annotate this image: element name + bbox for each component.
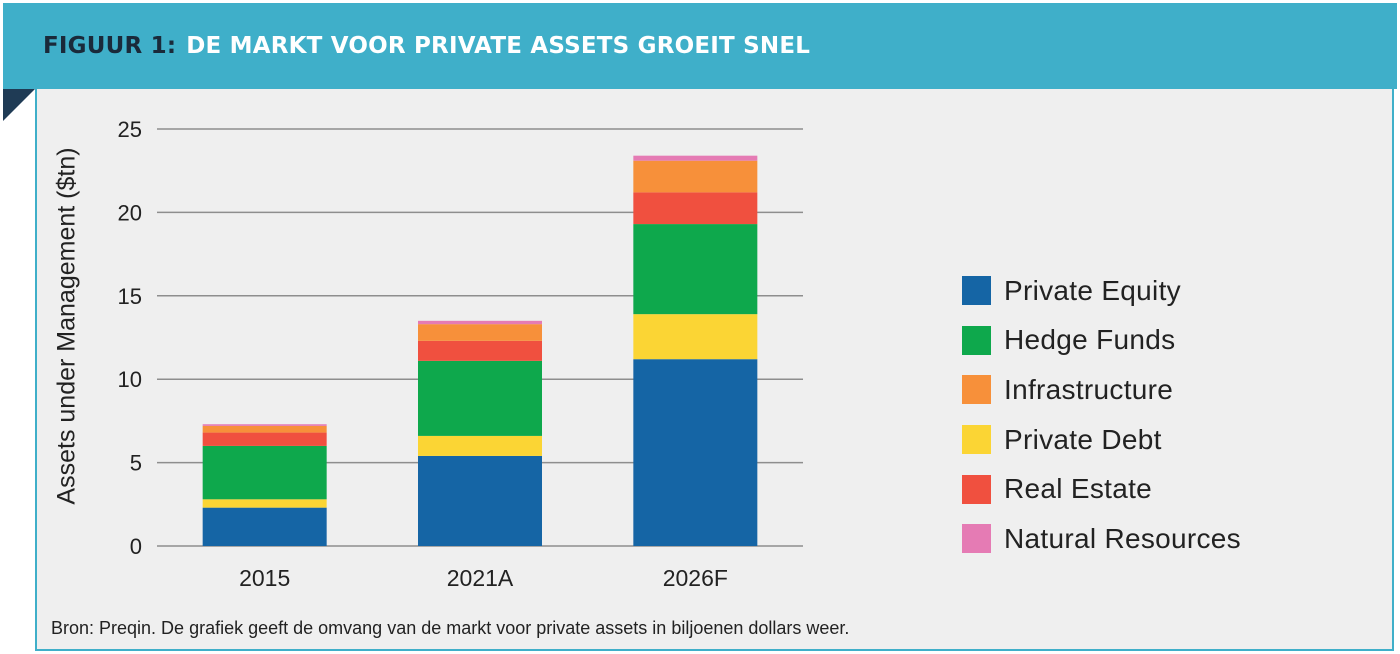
bar-segment-infrastructure-2021a (418, 324, 542, 341)
figure-header: FIGUUR 1: DE MARKT VOOR PRIVATE ASSETS G… (3, 3, 1397, 89)
bar-segment-infrastructure-2026f (633, 160, 758, 193)
bar-segment-hedge-funds-2026f (633, 224, 758, 315)
legend-swatch (962, 375, 991, 405)
y-tick-label-10: 10 (118, 367, 142, 392)
legend-label: Real Estate (1004, 473, 1153, 505)
legend-label: Natural Resources (1004, 522, 1241, 554)
x-tick-label-2026f: 2026F (663, 565, 728, 591)
legend-swatch (962, 276, 991, 306)
header-fold-corner (3, 89, 35, 121)
legend-label: Infrastructure (1004, 373, 1174, 405)
y-tick-label-15: 15 (118, 284, 142, 309)
legend-item-real-estate: Real Estate (962, 464, 1241, 514)
bar-segment-private-equity-2021a (418, 455, 542, 546)
bar-segment-hedge-funds-2015 (202, 445, 327, 500)
bar-segment-private-debt-2026f (633, 314, 758, 360)
bar-segment-infrastructure-2015 (202, 425, 327, 433)
chart-legend: Private Equity Hedge Funds Infrastructure P… (962, 266, 1241, 564)
figure-title: DE MARKT VOOR PRIVATE ASSETS GROEIT SNEL (186, 33, 811, 59)
legend-label: Hedge Funds (1004, 324, 1176, 356)
y-tick-label-5: 5 (130, 451, 142, 476)
bar-segment-private-equity-2015 (202, 507, 327, 546)
bar-segment-private-debt-2015 (202, 499, 327, 508)
bar-segment-hedge-funds-2021a (418, 360, 542, 436)
bar-segment-natural-resources-2026f (633, 155, 758, 161)
legend-label: Private Debt (1004, 423, 1162, 455)
figure-label: FIGUUR 1: (43, 33, 177, 59)
bar-segment-real-estate-2015 (202, 432, 327, 446)
legend-swatch (962, 474, 991, 504)
legend-label: Private Equity (1004, 274, 1181, 306)
legend-item-hedge-funds: Hedge Funds (962, 316, 1241, 366)
x-tick-label-2015: 2015 (239, 565, 290, 591)
legend-item-infrastructure: Infrastructure (962, 365, 1241, 415)
legend-swatch (962, 325, 991, 355)
legend-item-private-equity: Private Equity (962, 266, 1241, 316)
legend-item-natural-resources: Natural Resources (962, 514, 1241, 564)
y-tick-label-20: 20 (118, 200, 142, 225)
legend-swatch (962, 425, 991, 455)
source-note: Bron: Preqin. De grafiek geeft de omvang… (51, 618, 850, 638)
bar-segment-natural-resources-2015 (202, 424, 327, 426)
bar-segment-private-equity-2026f (633, 359, 758, 546)
bar-segment-natural-resources-2021a (418, 320, 542, 325)
legend-swatch (962, 524, 991, 554)
y-tick-label-25: 25 (118, 117, 142, 142)
y-axis-label: Assets under Management ($tn) (52, 147, 81, 505)
bar-segment-private-debt-2021a (418, 435, 542, 456)
bar-segment-real-estate-2021a (418, 340, 542, 361)
legend-item-private-debt: Private Debt (962, 415, 1241, 465)
y-tick-label-0: 0 (130, 534, 142, 559)
x-tick-label-2021a: 2021A (447, 565, 514, 591)
bar-segment-real-estate-2026f (633, 192, 758, 225)
